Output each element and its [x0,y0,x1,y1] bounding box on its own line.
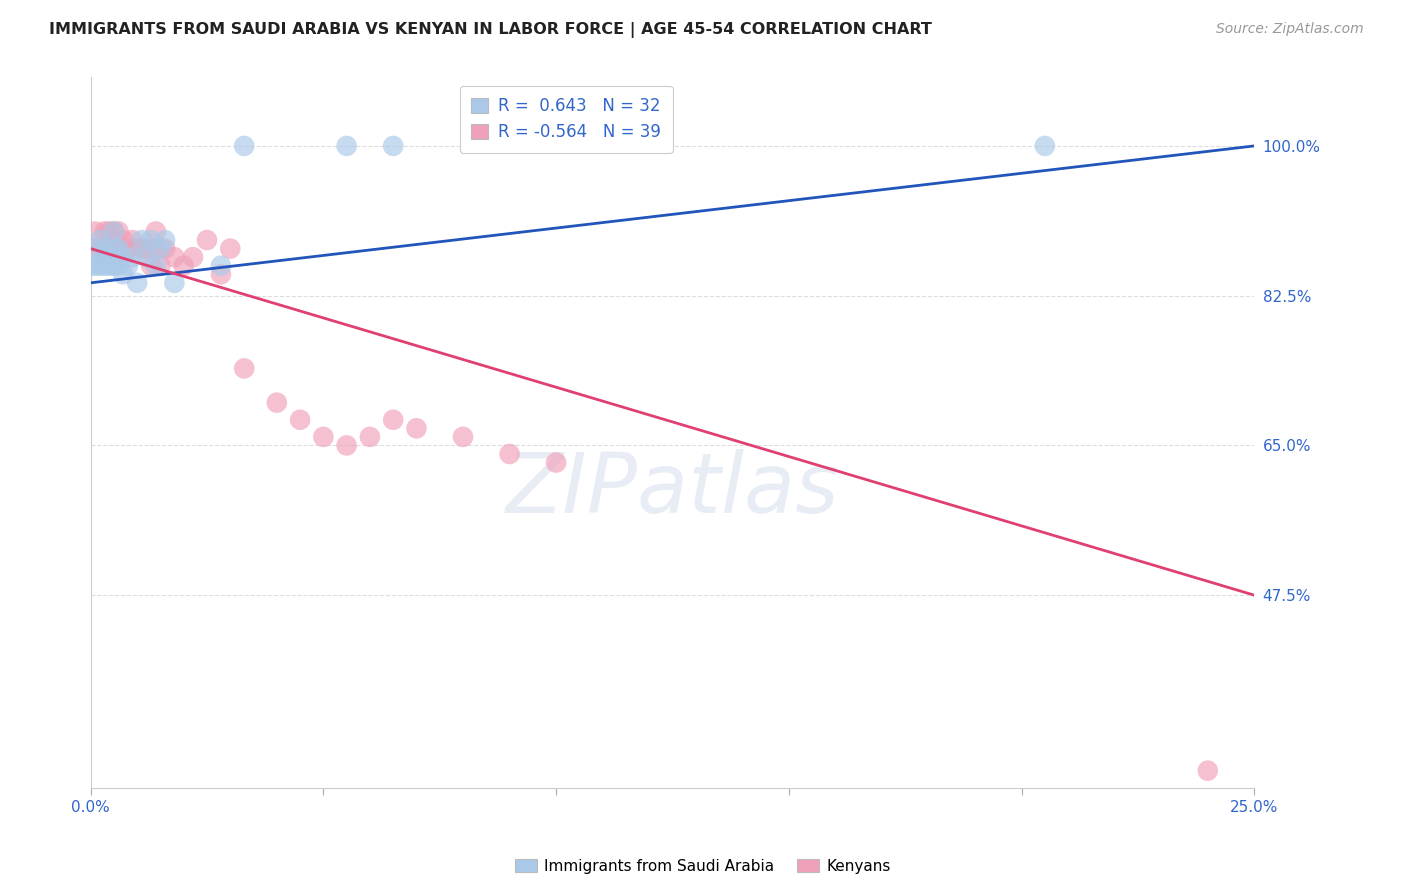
Point [89,242,111,256]
Point [233,361,256,376]
Text: Source: ZipAtlas.com: Source: ZipAtlas.com [1216,22,1364,37]
Point [195,233,218,247]
Point [93,242,115,256]
Point [209,259,232,273]
Point [173,259,195,273]
Point [149,259,172,273]
Point [103,225,125,239]
Point [153,233,176,247]
Point [107,242,129,256]
Point [139,259,162,273]
Legend: R =  0.643   N = 32, R = -0.564   N = 39: R = 0.643 N = 32, R = -0.564 N = 39 [460,86,672,153]
Point [98,242,121,256]
Point [382,413,405,427]
Point [107,259,129,273]
Point [359,430,381,444]
Point [135,250,157,264]
Point [112,250,135,264]
Point [93,242,115,256]
Text: IMMIGRANTS FROM SAUDI ARABIA VS KENYAN IN LABOR FORCE | AGE 45-54 CORRELATION CH: IMMIGRANTS FROM SAUDI ARABIA VS KENYAN I… [49,22,932,38]
Point [127,276,149,290]
Point [233,139,256,153]
Point [79,259,101,273]
Point [405,421,427,435]
Point [103,242,125,256]
Point [93,225,115,239]
Text: ZIPatlas: ZIPatlas [506,449,839,530]
Point [219,242,242,256]
Point [84,259,107,273]
Point [312,430,335,444]
Point [117,242,139,256]
Point [149,242,172,256]
Point [163,276,186,290]
Point [131,233,153,247]
Point [181,250,204,264]
Point [546,456,568,470]
Point [336,139,359,153]
Point [288,413,311,427]
Point [98,250,121,264]
Point [84,242,107,256]
Point [112,267,135,281]
Point [498,447,520,461]
Point [131,242,153,256]
Point [93,250,115,264]
Point [117,259,139,273]
Point [89,233,111,247]
Point [209,267,232,281]
Point [336,438,359,452]
Point [98,225,121,239]
Point [98,259,121,273]
Point [135,242,157,256]
Point [266,395,288,409]
Point [145,242,167,256]
Point [103,233,125,247]
Point [127,242,149,256]
Point [163,250,186,264]
Point [93,259,115,273]
Point [382,139,405,153]
Point [145,259,167,273]
Point [112,233,135,247]
Point [1033,139,1056,153]
Point [139,233,162,247]
Point [89,259,111,273]
Point [103,259,125,273]
Legend: Immigrants from Saudi Arabia, Kenyans: Immigrants from Saudi Arabia, Kenyans [509,853,897,880]
Point [121,250,143,264]
Point [84,242,107,256]
Point [153,242,176,256]
Point [84,225,107,239]
Point [451,430,474,444]
Point [1197,764,1219,778]
Point [107,225,129,239]
Point [103,225,125,239]
Point [121,233,143,247]
Point [145,225,167,239]
